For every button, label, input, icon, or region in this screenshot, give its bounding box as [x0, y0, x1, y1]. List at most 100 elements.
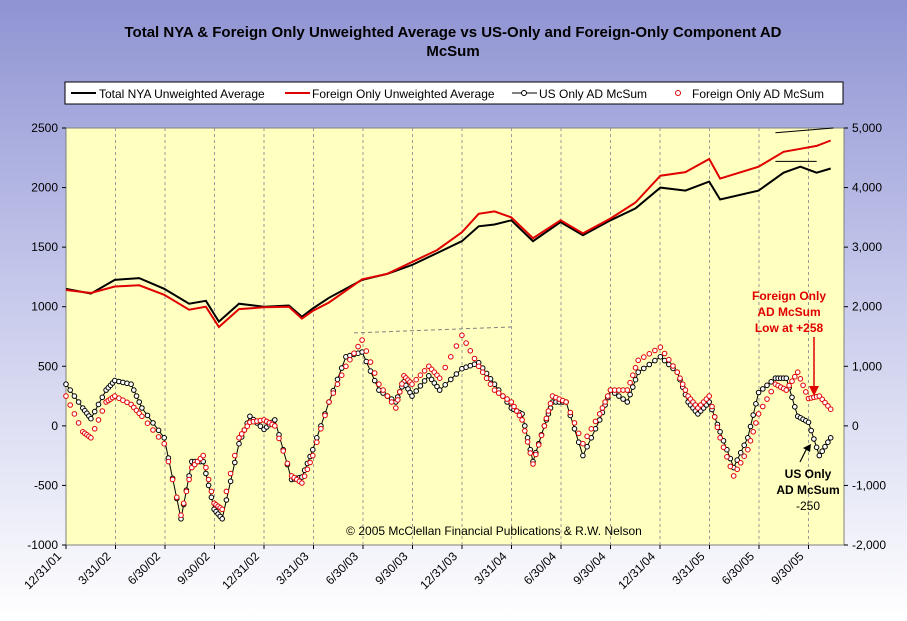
series-point-foreign-mcsum [500, 393, 506, 399]
series-point-foreign-mcsum [448, 354, 454, 360]
series-point-foreign-mcsum [666, 356, 672, 363]
series-point-foreign-mcsum [67, 402, 73, 408]
series-point-foreign-mcsum [139, 413, 145, 420]
series-point-foreign-mcsum [755, 411, 762, 417]
series-point-foreign-mcsum [760, 403, 766, 410]
series-point-us-mcsum [95, 401, 102, 408]
series-point-foreign-mcsum [384, 393, 391, 399]
series-point-us-mcsum [657, 354, 664, 360]
series-point-us-mcsum [310, 446, 316, 453]
legend-marker-foreign-mcsum [675, 90, 681, 96]
series-point-foreign-mcsum [635, 357, 642, 364]
series-point-foreign-mcsum [677, 375, 683, 382]
annotation-foreign-line1: Foreign Only [752, 289, 826, 303]
y-axis-left: 2500 2000 1500 1000 500 0 -500 -1000 [27, 121, 66, 552]
series-point-foreign-mcsum [367, 359, 374, 365]
y-tick-label-right: 2,000 [852, 300, 882, 314]
series-point-us-mcsum [630, 384, 636, 390]
series-point-foreign-mcsum [508, 399, 515, 405]
series-point-us-mcsum [436, 387, 443, 393]
annotation-foreign-line2: AD McSum [757, 305, 820, 319]
series-point-foreign-mcsum [567, 409, 574, 416]
x-tick-label: 12/31/03 [417, 549, 460, 592]
series-point-us-mcsum [161, 435, 167, 441]
series-point-foreign-mcsum [741, 453, 748, 460]
series-point-us-mcsum [635, 369, 642, 376]
series-point-foreign-mcsum [388, 399, 395, 405]
legend-label-us-mcsum: US Only AD McSum [539, 87, 647, 101]
series-point-us-mcsum [620, 396, 626, 402]
series-point-foreign-mcsum [624, 387, 631, 393]
trendline [353, 326, 512, 334]
series-point-foreign-mcsum [679, 381, 686, 388]
series-point-foreign-mcsum [657, 344, 664, 351]
trendlines [353, 127, 834, 334]
series-point-foreign-mcsum [511, 403, 517, 410]
series-point-foreign-mcsum [652, 347, 658, 354]
y-axis-right: 5,000 4,000 3,000 2,000 1,000 0 -1,000 -2,000 [844, 121, 886, 552]
series-point-foreign-mcsum [575, 430, 582, 437]
x-tick-label: 12/31/02 [219, 549, 262, 592]
series-point-foreign-mcsum [304, 466, 311, 473]
series-point-foreign-mcsum [535, 442, 542, 448]
series-point-foreign-mcsum [75, 420, 82, 426]
series-point-us-mcsum [816, 452, 823, 459]
series-foreign-avg [65, 139, 832, 329]
series-point-foreign-mcsum [584, 433, 590, 440]
series-point-us-mcsum [764, 382, 770, 389]
series-point-foreign-mcsum [711, 414, 718, 420]
series-point-foreign-mcsum [768, 388, 775, 395]
series-point-foreign-mcsum [747, 438, 754, 444]
series-point-foreign-mcsum [421, 368, 428, 374]
series-point-foreign-mcsum [459, 332, 465, 339]
series-point-us-mcsum [827, 435, 834, 441]
series-point-us-mcsum [232, 459, 238, 466]
series-point-foreign-mcsum [165, 458, 172, 465]
series-point-foreign-mcsum [630, 372, 636, 379]
series-point-foreign-mcsum [232, 452, 238, 459]
series-point-us-mcsum [139, 405, 145, 411]
series-point-foreign-mcsum [330, 390, 337, 396]
series-line-total-nya [65, 165, 831, 324]
y-tick-label-right: 3,000 [852, 240, 882, 254]
series-point-foreign-mcsum [272, 423, 278, 429]
series-point-foreign-mcsum [789, 378, 795, 385]
series-point-foreign-mcsum [326, 399, 332, 405]
series-point-us-mcsum [522, 423, 528, 429]
series-point-foreign-mcsum [487, 381, 494, 388]
series-point-foreign-mcsum [208, 488, 215, 495]
series-point-foreign-mcsum [442, 364, 449, 371]
series-point-foreign-mcsum [745, 446, 751, 453]
series-point-foreign-mcsum [717, 435, 723, 441]
series-point-foreign-mcsum [724, 454, 730, 460]
series-point-us-mcsum [442, 382, 449, 388]
series-point-us-mcsum [753, 401, 759, 407]
series-point-us-mcsum [99, 394, 106, 401]
series-point-us-mcsum [150, 420, 156, 426]
series-point-us-mcsum [789, 394, 795, 401]
series-point-us-mcsum [257, 423, 264, 430]
series-point-us-mcsum [334, 376, 341, 383]
series-point-foreign-mcsum [307, 459, 313, 466]
series-point-foreign-mcsum [753, 420, 759, 426]
series-point-foreign-mcsum [527, 450, 534, 456]
series-point-foreign-mcsum [203, 464, 209, 471]
series-point-foreign-mcsum [95, 417, 102, 423]
series-point-us-mcsum [236, 440, 242, 447]
series-point-foreign-mcsum [764, 396, 770, 402]
series-point-foreign-mcsum [547, 400, 554, 407]
series-point-foreign-mcsum [599, 405, 606, 411]
series-point-foreign-mcsum [588, 426, 595, 432]
series-point-foreign-mcsum [453, 343, 460, 349]
series-point-foreign-mcsum [359, 337, 365, 343]
series-point-foreign-mcsum [533, 451, 539, 458]
series-point-foreign-mcsum [827, 406, 834, 413]
series-point-foreign-mcsum [99, 408, 106, 414]
series-point-foreign-mcsum [334, 381, 341, 388]
x-tick-label: 3/31/03 [273, 549, 311, 587]
series-point-foreign-mcsum [371, 370, 378, 376]
series-point-foreign-mcsum [150, 427, 156, 433]
series-point-us-mcsum [717, 429, 723, 435]
series-point-foreign-mcsum [227, 470, 234, 477]
